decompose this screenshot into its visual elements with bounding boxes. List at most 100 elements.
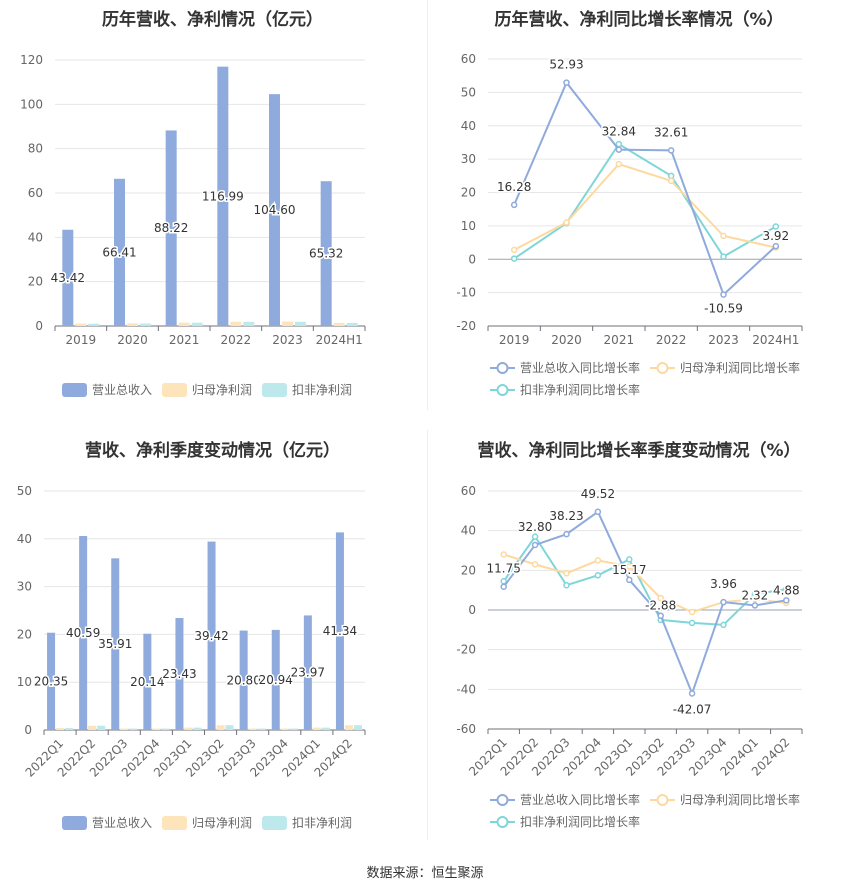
bar-net-profit (127, 323, 138, 326)
y-tick-label: 20 (461, 186, 476, 200)
y-tick-label: 120 (20, 53, 43, 67)
series-line (513, 142, 777, 260)
bar-revenue (47, 632, 56, 730)
legend-swatch (162, 816, 187, 830)
bar-net-profit (344, 725, 353, 730)
x-tick-label: 2021 (604, 333, 635, 347)
y-tick-label: -20 (456, 643, 476, 657)
annual-growth-line-chart: -20 -10 0 10 20 30 40 50 60 2019 2020 2021 2022 2023 2… (456, 52, 803, 397)
data-point (531, 561, 539, 568)
data-point (720, 232, 727, 240)
y-tick-label: 50 (17, 484, 32, 498)
bar-net-profit (184, 727, 193, 730)
bar-deducted-profit (65, 728, 74, 730)
data-point (594, 508, 602, 516)
legend-swatch (262, 816, 287, 830)
bar-deducted-profit (129, 728, 138, 730)
data-point (626, 556, 633, 563)
data-point (720, 291, 727, 298)
data-label: 43.42 (51, 271, 85, 285)
chart-title: 历年营收、净利同比增长率情况（%） (494, 10, 784, 30)
data-point (720, 621, 727, 629)
series-line (503, 553, 787, 614)
series-line (513, 162, 777, 251)
bar-net-profit (75, 323, 87, 326)
bar-net-profit (282, 321, 293, 326)
bar-net-profit (248, 728, 257, 730)
data-label: 4.88 (773, 583, 800, 597)
bar-revenue (320, 181, 332, 326)
legend-label: 归母净利润同比增长率 (680, 792, 800, 807)
data-point (688, 608, 696, 616)
legend-marker (496, 362, 509, 374)
data-label: 20.14 (130, 675, 164, 689)
x-tick-label: 2023 (272, 333, 303, 347)
data-label: 40.59 (66, 626, 100, 640)
bar-net-profit (178, 322, 190, 326)
data-point (594, 557, 602, 564)
x-tick-label: 2024H1 (316, 333, 363, 347)
bar-net-profit (56, 728, 65, 730)
data-point (531, 541, 539, 549)
legend-marker (656, 794, 669, 806)
legend-marker (496, 384, 509, 396)
legend-swatch (62, 383, 87, 397)
bar-revenue (114, 178, 125, 326)
legend-label: 归母净利润 (192, 383, 252, 397)
bar-net-profit (88, 725, 97, 730)
quarterly-revenue-profit-panel: 营收、净利季度变动情况（亿元） 0 10 20 30 40 50 2022Q1 2022Q2 2… (0, 430, 425, 850)
data-label: -10.59 (704, 302, 743, 316)
data-source: 数据来源：恒生聚源 (366, 866, 484, 881)
data-point (720, 253, 727, 260)
data-point (657, 594, 664, 602)
y-tick-label: 10 (461, 219, 476, 233)
bar-deducted-profit (97, 725, 106, 730)
data-point (615, 146, 623, 153)
data-label: 35.91 (98, 637, 132, 651)
legend-label: 扣非净利润同比增长率 (520, 814, 640, 829)
bar-revenue (175, 618, 184, 730)
bar-revenue (207, 541, 216, 730)
data-label: 66.41 (102, 245, 136, 259)
y-tick-label: 40 (17, 532, 32, 546)
bar-deducted-profit (321, 727, 330, 730)
bar-deducted-profit (353, 725, 362, 730)
legend-marker (656, 362, 669, 374)
y-tick-label: 0 (468, 603, 476, 617)
legend-label: 营业总收入同比增长率 (520, 792, 640, 807)
data-label: 23.97 (291, 666, 325, 680)
x-tick-label: 2022 (221, 333, 252, 347)
bar-revenue (269, 94, 280, 327)
y-tick-label: 100 (20, 97, 43, 111)
legend-label: 营业总收入同比增长率 (520, 360, 640, 375)
y-tick-label: 30 (17, 580, 32, 594)
data-point (657, 612, 664, 619)
bar-deducted-profit (161, 728, 170, 730)
bar-deducted-profit (257, 728, 266, 730)
chart-title: 营收、净利季度变动情况（亿元） (85, 441, 340, 461)
bar-deducted-profit (140, 323, 151, 326)
annual-revenue-profit-panel: 历年营收、净利情况（亿元） 0 20 40 60 80 100 120 2019 2020 202… (0, 0, 425, 410)
data-label: 104.60 (254, 203, 296, 217)
data-label: -2.88 (645, 599, 676, 613)
data-point (688, 690, 696, 697)
bar-revenue (271, 629, 280, 730)
legend-marker (496, 816, 509, 828)
data-label: 20.35 (34, 674, 68, 688)
data-label: 3.96 (710, 577, 737, 591)
y-tick-label: -20 (456, 319, 476, 333)
data-label: 49.52 (581, 487, 615, 501)
bar-deducted-profit (346, 322, 358, 326)
legend-label: 扣非净利润 (292, 816, 352, 830)
legend-swatch (62, 816, 87, 830)
data-label: 52.93 (549, 58, 583, 72)
legend-swatch (162, 383, 187, 397)
y-tick-label: -10 (456, 286, 476, 300)
bar-net-profit (312, 727, 321, 730)
data-label: 32.84 (602, 125, 636, 139)
y-tick-label: -40 (456, 682, 476, 696)
bar-deducted-profit (295, 321, 306, 326)
data-label: 32.80 (518, 520, 552, 534)
bar-net-profit (333, 322, 345, 326)
bar-deducted-profit (88, 323, 100, 326)
